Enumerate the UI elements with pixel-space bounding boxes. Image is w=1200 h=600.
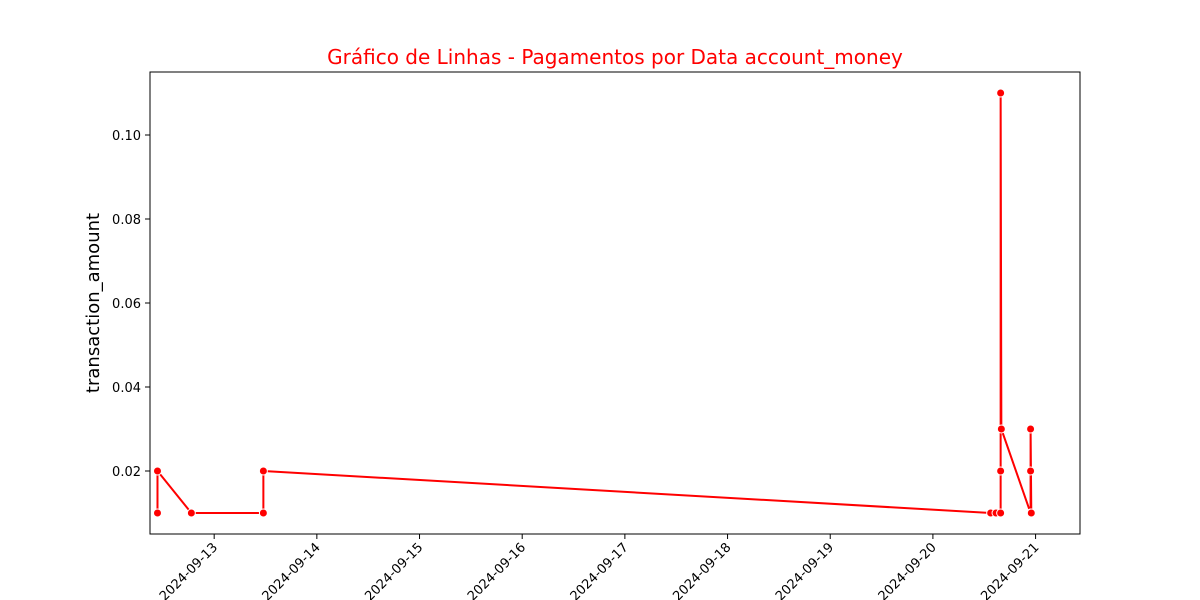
data-point xyxy=(996,508,1006,518)
plot-area-frame xyxy=(149,71,1081,535)
data-point xyxy=(152,508,162,518)
data-point xyxy=(258,466,268,476)
x-tick-label: 2024-09-20 xyxy=(876,540,940,600)
data-point xyxy=(1026,466,1036,476)
x-tick-label: 2024-09-14 xyxy=(260,540,324,600)
data-point xyxy=(996,88,1006,98)
y-tick-label: 0.02 xyxy=(112,465,141,480)
x-tick-label: 2024-09-19 xyxy=(773,540,837,600)
y-tick-label: 0.06 xyxy=(112,297,141,312)
data-point xyxy=(996,466,1006,476)
x-tick-label: 2024-09-15 xyxy=(362,540,426,600)
y-tick-label: 0.04 xyxy=(112,381,141,396)
y-tick-label: 0.10 xyxy=(112,129,141,144)
data-point xyxy=(1026,424,1036,434)
data-point xyxy=(996,424,1006,434)
series-layer xyxy=(152,88,1036,518)
series-line xyxy=(156,92,1033,514)
data-point xyxy=(186,508,196,518)
y-tick-label: 0.08 xyxy=(112,213,141,228)
y-axis-ticks: 0.02 0.04 0.06 0.08 0.10 xyxy=(112,129,150,480)
x-tick-label: 2024-09-18 xyxy=(670,540,734,600)
x-tick-label: 2024-09-17 xyxy=(568,540,632,600)
x-tick-label: 2024-09-13 xyxy=(157,540,221,600)
data-point xyxy=(1026,508,1036,518)
chart-title: Gráfico de Linhas - Pagamentos por Data … xyxy=(327,45,903,69)
data-point xyxy=(258,508,268,518)
y-axis-label: transaction_amount xyxy=(83,213,104,393)
x-axis-ticks: 2024-09-13 2024-09-14 2024-09-15 2024-09-16… xyxy=(157,534,1042,600)
data-point xyxy=(152,466,162,476)
x-tick-label: 2024-09-21 xyxy=(978,540,1042,600)
x-tick-label: 2024-09-16 xyxy=(465,540,529,600)
